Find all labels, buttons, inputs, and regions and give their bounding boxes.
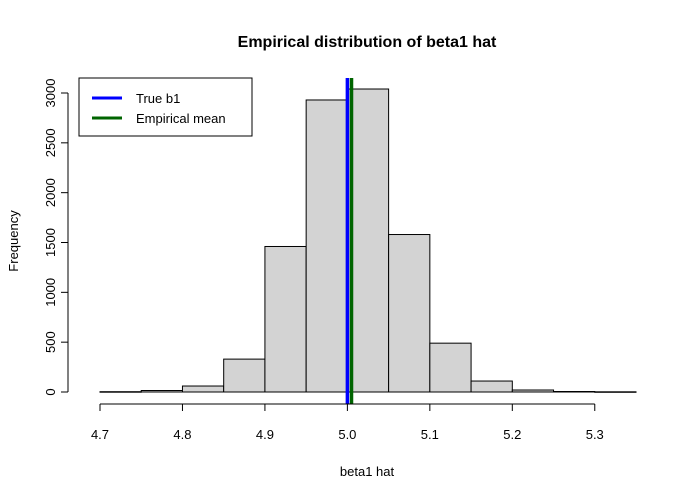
histogram-bar [388, 234, 431, 393]
y-axis-label: Frequency [6, 210, 21, 272]
y-axis: 0 500 1000 1500 2000 2500 3000 [43, 79, 69, 396]
histogram-bar [223, 358, 266, 393]
y-tick-label: 500 [43, 331, 58, 353]
x-tick-label: 4.9 [256, 427, 274, 442]
y-tick-label: 3000 [43, 79, 58, 108]
chart-title: Empirical distribution of beta1 hat [238, 34, 497, 51]
histogram-bar [511, 389, 555, 393]
y-tick-label: 2500 [43, 128, 58, 157]
y-tick-label: 0 [43, 388, 58, 395]
histogram-bar [99, 391, 142, 393]
histogram-bar [140, 390, 183, 393]
x-axis-label: beta1 hat [340, 464, 395, 479]
x-tick-label: 5.0 [338, 427, 356, 442]
x-axis: 4.7 4.8 4.9 5.0 5.1 5.2 5.3 [91, 403, 604, 442]
legend-label-empirical-mean: Empirical mean [136, 111, 226, 126]
x-tick-label: 5.2 [503, 427, 521, 442]
y-tick-label: 1500 [43, 228, 58, 257]
x-tick-label: 5.3 [586, 427, 604, 442]
y-tick-label: 2000 [43, 178, 58, 207]
histogram-bar [181, 385, 225, 393]
histogram-bar [264, 245, 307, 393]
legend-box [78, 77, 253, 137]
x-tick-label: 4.7 [91, 427, 109, 442]
y-tick-label: 1000 [43, 278, 58, 307]
histogram-bar [305, 99, 348, 393]
histogram-bar [553, 391, 596, 393]
reference-lines [345, 78, 354, 404]
histogram-bars [99, 88, 637, 393]
legend-label-true-b1: True b1 [136, 91, 180, 106]
histogram-bar [470, 380, 513, 393]
legend: True b1 Empirical mean [78, 77, 253, 137]
x-tick-label: 5.1 [421, 427, 439, 442]
histogram-bar [429, 342, 472, 393]
histogram-bar [594, 391, 637, 393]
histogram-bar [346, 88, 390, 393]
x-tick-label: 4.8 [173, 427, 191, 442]
